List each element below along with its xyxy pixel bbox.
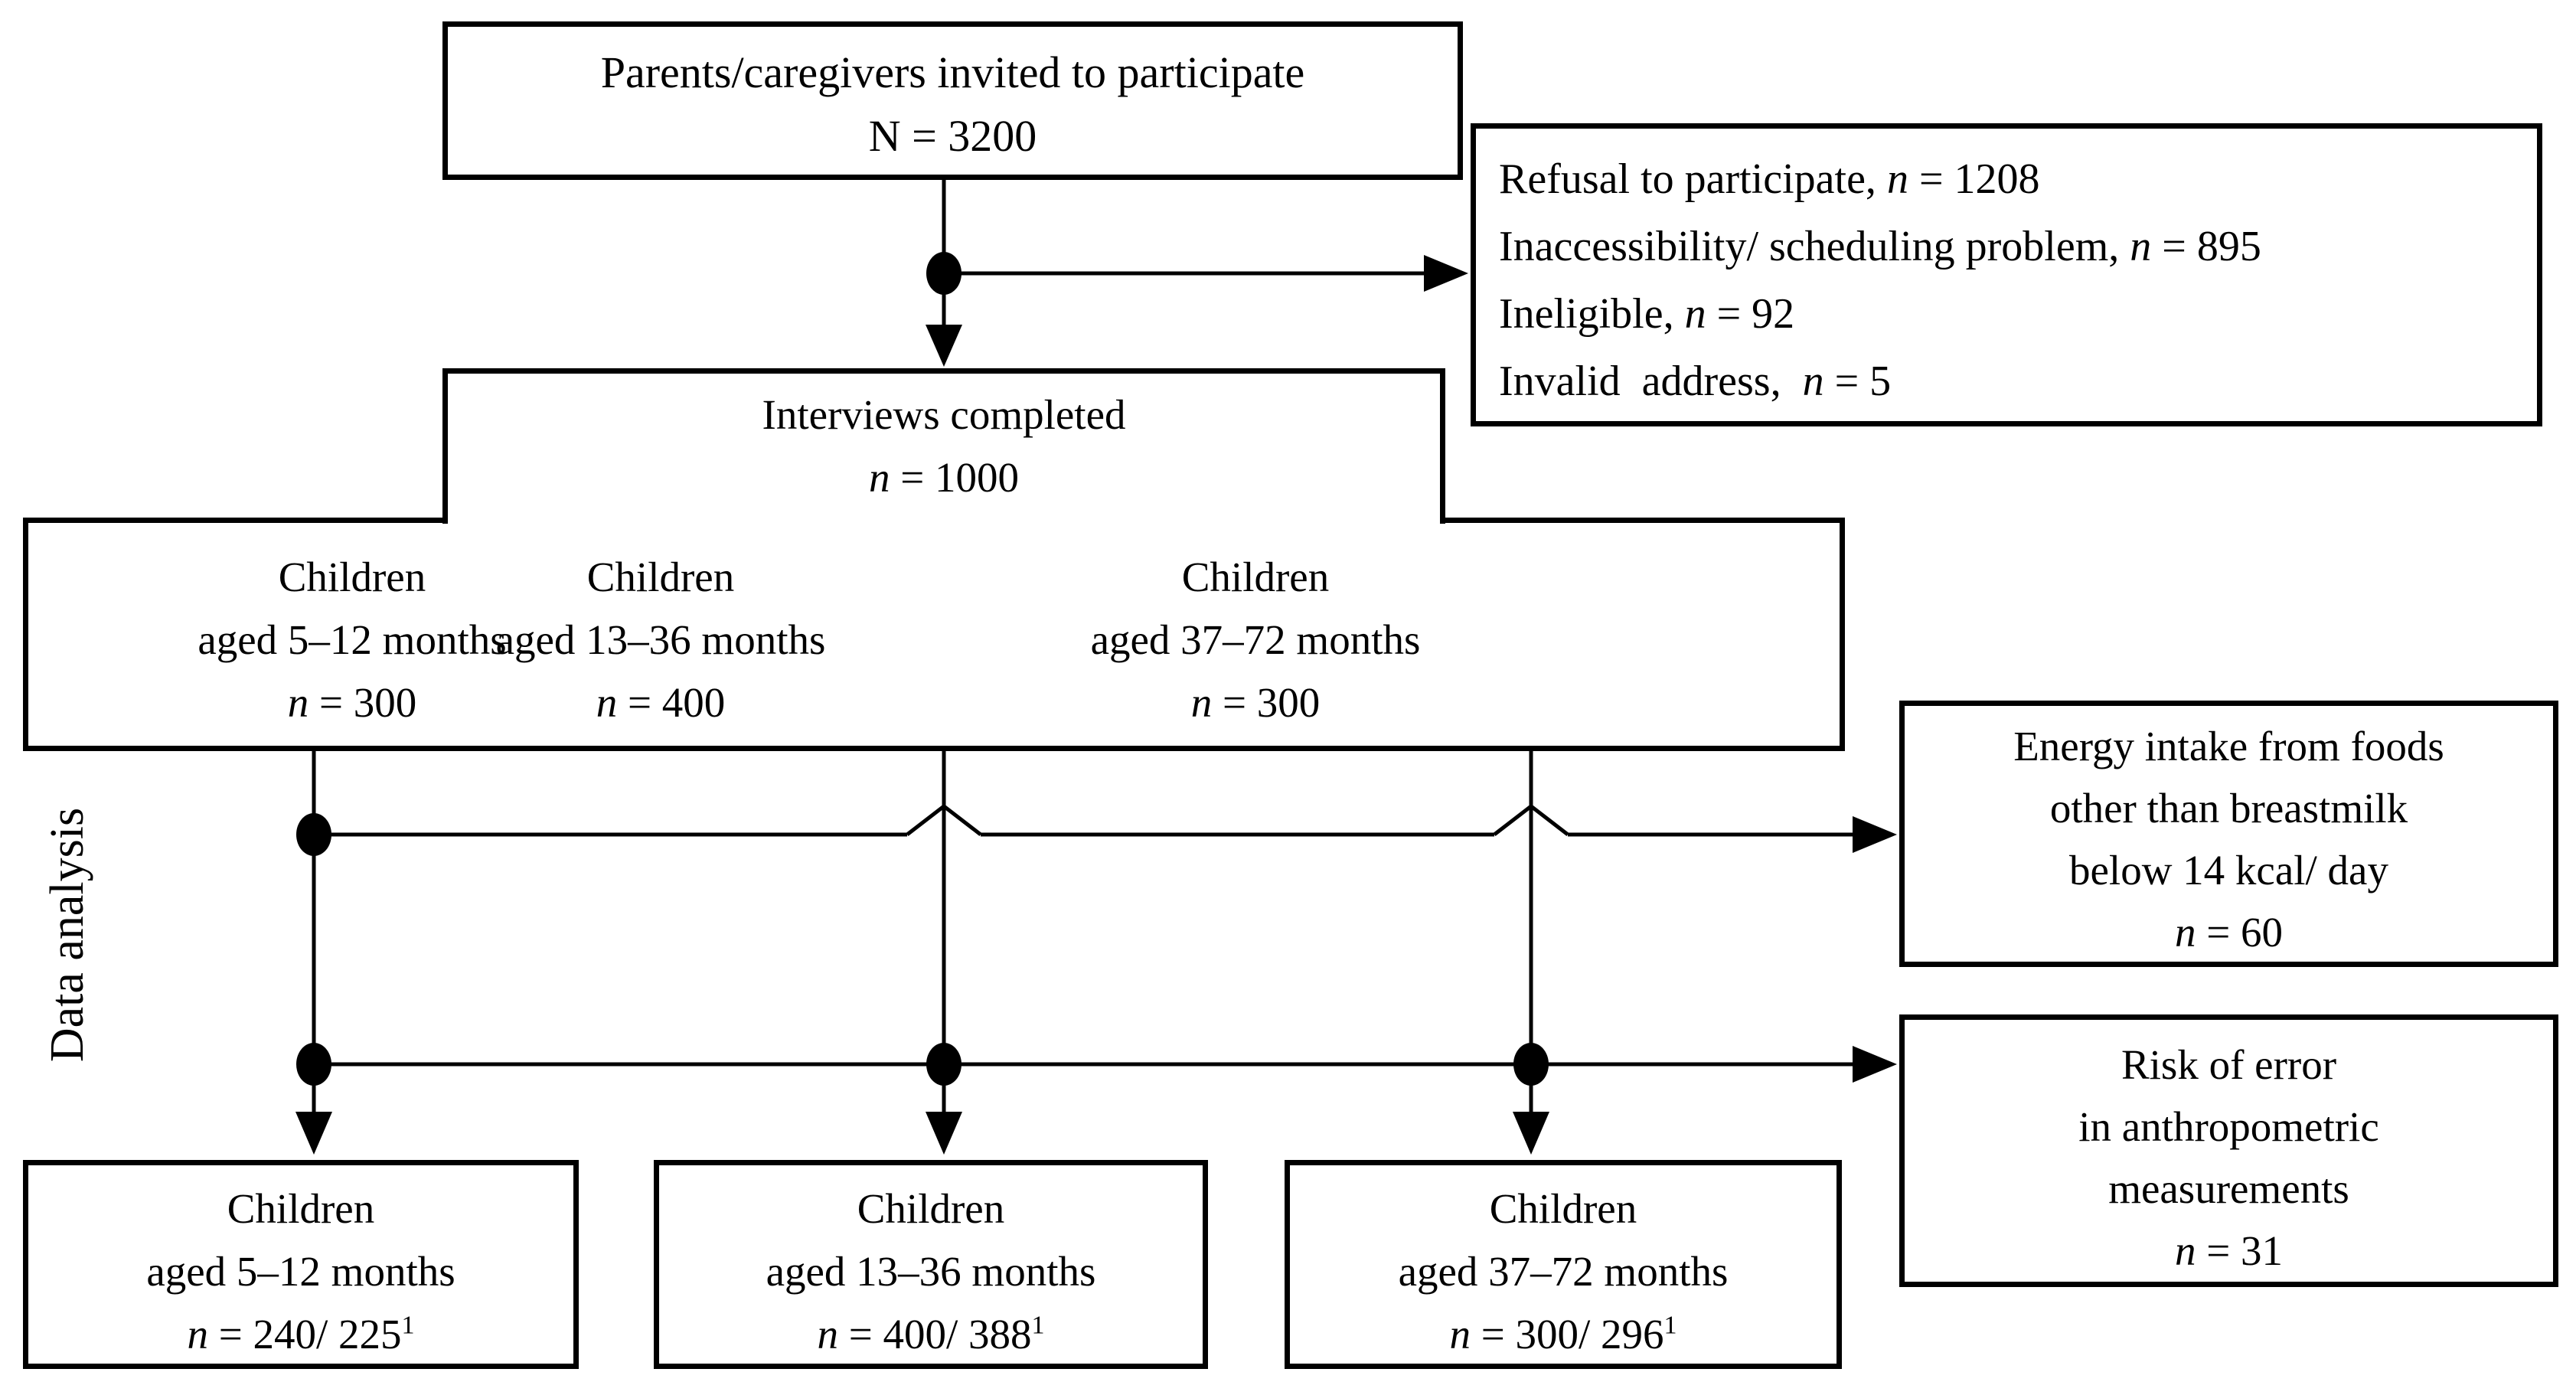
line-hop-row1-col3: [1493, 803, 1569, 836]
cohort-column-37-72: Children aged 37–72 months n = 300: [949, 546, 1562, 734]
final-age-range: aged 5–12 months: [146, 1248, 455, 1295]
n-symbol: n: [1802, 358, 1824, 405]
count-value: = 300/ 296: [1470, 1311, 1664, 1357]
energy-count: n = 60: [1905, 901, 2553, 963]
final-box-5-12: Children aged 5–12 months n = 240/ 2251: [23, 1160, 579, 1369]
footnote-marker: 1: [1663, 1311, 1677, 1340]
interviews-title: Interviews completed: [762, 391, 1126, 438]
n-symbol: n: [2174, 909, 2196, 956]
n-symbol: n: [1190, 679, 1213, 726]
risk-text-line: measurements: [2108, 1165, 2349, 1212]
exclusion-text: Ineligible,: [1499, 290, 1685, 338]
count-value: = 240/ 225: [207, 1311, 402, 1357]
final-age-range: aged 37–72 months: [1398, 1248, 1729, 1295]
arrowhead-down-interviews: [926, 325, 962, 367]
risk-exclusion-box: Risk of error in anthropometric measurem…: [1899, 1014, 2558, 1287]
final-label: Children: [857, 1185, 1005, 1232]
final-box-13-36: Children aged 13–36 months n = 400/ 3881: [654, 1160, 1208, 1369]
count-value: = 400: [617, 679, 726, 726]
n-symbol: n: [2130, 223, 2152, 270]
invited-title: Parents/caregivers invited to participat…: [600, 47, 1305, 97]
exclusion-line-ineligible: Ineligible, n = 92: [1499, 280, 2529, 348]
final-label: Children: [227, 1185, 375, 1232]
n-symbol: n: [817, 1311, 838, 1357]
interviews-count: n = 1000: [448, 446, 1440, 509]
arrowhead-right-energy: [1853, 816, 1897, 853]
arrowhead-right-exclusions: [1424, 255, 1468, 292]
exclusion-text: Refusal to participate,: [1499, 155, 1887, 203]
exclusion-line-inaccessibility: Inaccessibility/ scheduling problem, n =…: [1499, 213, 2529, 280]
count-value: = 300: [309, 679, 417, 726]
n-symbol: n: [1449, 1311, 1471, 1357]
energy-text-line: below 14 kcal/ day: [2069, 847, 2388, 894]
invited-count: N = 3200: [868, 111, 1037, 161]
cohort-column-13-36: Children aged 13–36 months n = 400: [354, 546, 967, 734]
junction-dot-row2-col1: [296, 1043, 331, 1086]
n-symbol: n: [596, 679, 618, 726]
n-symbol: n: [187, 1311, 208, 1357]
cohort-box: Children aged 5–12 months n = 300 Childr…: [23, 518, 1845, 751]
cohort-age-range: aged 5–12 months: [198, 616, 507, 663]
n-symbol: n: [287, 679, 309, 726]
line-hop-row1-col2: [906, 803, 982, 836]
exclusion-text: Invalid address,: [1499, 358, 1803, 405]
n-symbol: n: [2174, 1227, 2196, 1274]
final-age-range: aged 13–36 months: [766, 1248, 1096, 1295]
footnote-marker: 1: [1031, 1311, 1045, 1340]
energy-text-line: Energy intake from foods: [2013, 723, 2444, 769]
count-value: = 60: [2196, 909, 2284, 956]
final-count: n = 400/ 3881: [659, 1303, 1203, 1366]
count-value: = 31: [2196, 1227, 2284, 1274]
n-symbol: n: [868, 454, 890, 501]
cohort-age-range: aged 13–36 months: [495, 616, 826, 663]
final-label: Children: [1489, 1185, 1637, 1232]
junction-dot-row2-col2: [926, 1043, 962, 1086]
n-symbol: n: [1684, 290, 1706, 338]
energy-exclusion-box: Energy intake from foods other than brea…: [1899, 701, 2558, 967]
n-symbol: n: [1886, 155, 1908, 203]
invited-box: Parents/caregivers invited to participat…: [442, 21, 1463, 180]
final-count: n = 240/ 2251: [28, 1303, 573, 1366]
count-value: = 400/ 388: [837, 1311, 1032, 1357]
footnote-marker: 1: [401, 1311, 415, 1340]
exclusion-line-refusal: Refusal to participate, n = 1208: [1499, 145, 2529, 213]
arrowhead-down-final3: [1513, 1112, 1549, 1155]
exclusion-count: = 895: [2151, 223, 2261, 270]
cohort-count: n = 300: [46, 671, 658, 734]
cohort-label: Children: [278, 554, 426, 600]
risk-text-line: Risk of error: [2121, 1041, 2337, 1088]
exclusion-line-invalid-address: Invalid address, n = 5: [1499, 348, 2529, 415]
exclusions-box: Refusal to participate, n = 1208 Inacces…: [1471, 123, 2542, 426]
cohort-age-range: aged 37–72 months: [1090, 616, 1421, 663]
count-value: = 1000: [890, 454, 1020, 501]
count-value: = 300: [1212, 679, 1321, 726]
exclusion-text: Inaccessibility/ scheduling problem,: [1499, 223, 2130, 270]
interviews-box: Interviews completed n = 1000: [442, 368, 1445, 524]
arrowhead-down-final1: [295, 1112, 332, 1155]
junction-dot-row2-col3: [1513, 1043, 1549, 1086]
energy-text-line: other than breastmilk: [2049, 785, 2408, 831]
exclusion-count: = 5: [1823, 358, 1892, 405]
risk-text-line: in anthropometric: [2078, 1103, 2379, 1150]
cohort-count: n = 300: [949, 671, 1562, 734]
final-box-37-72: Children aged 37–72 months n = 300/ 2961: [1285, 1160, 1842, 1369]
cohort-label: Children: [586, 554, 735, 600]
cohort-label: Children: [1181, 554, 1330, 600]
arrowhead-down-final2: [926, 1112, 962, 1155]
exclusion-count: = 92: [1706, 290, 1795, 338]
final-count: n = 300/ 2961: [1290, 1303, 1837, 1366]
data-analysis-side-label: Data analysis: [41, 807, 93, 1063]
exclusion-count: = 1208: [1908, 155, 2040, 203]
cohort-count: n = 400: [354, 671, 967, 734]
cohort-column-5-12: Children aged 5–12 months n = 300: [46, 546, 658, 734]
arrowhead-right-risk: [1853, 1046, 1897, 1083]
risk-count: n = 31: [1905, 1220, 2553, 1282]
